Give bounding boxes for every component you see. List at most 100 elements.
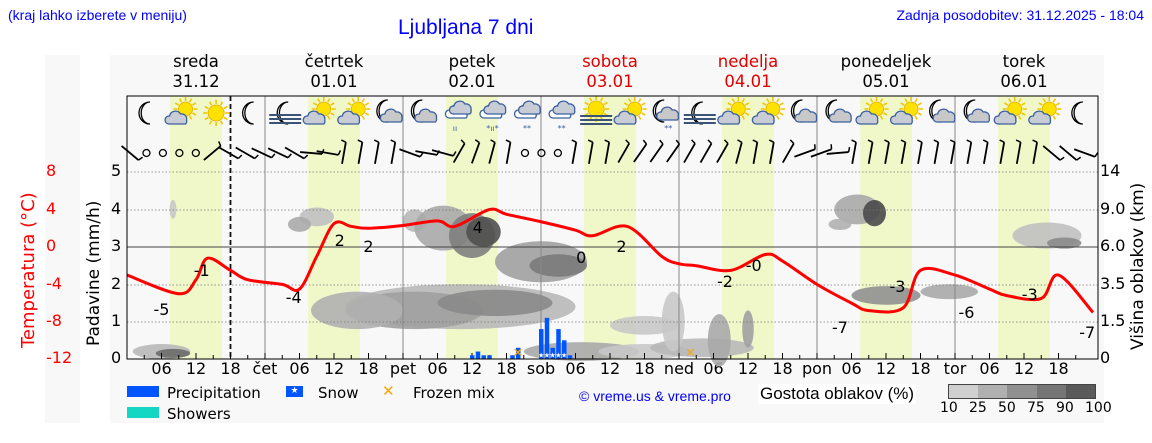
day-name: sreda xyxy=(173,52,219,71)
svg-text:-1: -1 xyxy=(194,261,210,280)
cloud-density-scale xyxy=(948,384,1096,399)
sun-cloud-icon xyxy=(337,97,371,125)
moon-icon xyxy=(138,101,151,125)
precipitation-legend-label: Precipitation xyxy=(167,384,261,402)
x-tick: 06 xyxy=(565,359,586,378)
temperature-tick: -4 xyxy=(46,274,62,293)
x-tick: 12 xyxy=(737,359,759,378)
density-tick: 50 xyxy=(998,400,1016,416)
x-tick: 12 xyxy=(461,359,483,378)
cloud-snow-icon: ** xyxy=(513,100,541,133)
x-tick: 18 xyxy=(220,359,241,378)
day-header: nedelja 04.01 xyxy=(679,52,817,92)
moon-icon xyxy=(242,101,254,125)
grid-lines xyxy=(127,96,1098,359)
sun-cloud-icon xyxy=(751,97,785,125)
moon-cloud-icon xyxy=(376,99,403,123)
svg-text:-2: -2 xyxy=(717,272,733,291)
svg-text:-3: -3 xyxy=(1022,285,1038,304)
frozen-mix-icon: ✕ xyxy=(382,382,395,400)
x-tick: 06 xyxy=(979,359,1000,378)
precipitation-tick: 4 xyxy=(111,199,122,218)
x-tick: čet xyxy=(252,359,278,378)
precipitation-bars: ★ ★ ★ ★ ★✕ ✕ xyxy=(470,317,696,361)
day-header: sreda 31.12 xyxy=(127,52,265,92)
cloud-sleet-icon: *ıı* xyxy=(479,100,507,133)
day-header: torek 06.01 xyxy=(955,52,1093,92)
precipitation-tick: 0 xyxy=(111,348,122,367)
sun-cloud-icon xyxy=(164,97,198,125)
location-hint[interactable]: (kraj lahko izberete v meniju) xyxy=(8,7,187,23)
sun-fog-icon xyxy=(580,96,613,125)
day-name: sobota xyxy=(582,52,638,71)
x-tick: 06 xyxy=(289,359,310,378)
page-title: Ljubljana 7 dni xyxy=(398,16,534,39)
day-date: 05.01 xyxy=(862,72,910,91)
x-tick: 06 xyxy=(841,359,862,378)
cloud-height-tick: 9.0 xyxy=(1100,199,1126,218)
x-tick: 12 xyxy=(599,359,621,378)
x-tick: pon xyxy=(801,359,833,378)
svg-text:★: ★ xyxy=(544,352,550,360)
svg-text:★: ★ xyxy=(555,352,561,360)
moon-cloud-icon xyxy=(929,99,956,123)
svg-text:ıı: ıı xyxy=(453,124,457,133)
cloud-density-label: Gostota oblakov (%) xyxy=(758,384,917,404)
plot-frame xyxy=(126,95,1099,360)
day-date: 01.01 xyxy=(310,72,358,91)
sun-cloud-icon xyxy=(1028,97,1062,125)
temperature-tick: 4 xyxy=(46,199,57,218)
svg-text:-3: -3 xyxy=(890,277,906,296)
x-tick: ned xyxy=(663,359,695,378)
x-tick: 12 xyxy=(185,359,207,378)
cloud-height-tick: 14 xyxy=(1100,161,1121,180)
moon-icon xyxy=(1071,101,1083,125)
precipitation-swatch xyxy=(127,386,159,397)
svg-text:★: ★ xyxy=(550,352,556,360)
temperature-tick: -8 xyxy=(46,311,62,330)
svg-text:★: ★ xyxy=(561,352,567,360)
day-date: 06.01 xyxy=(1000,72,1048,91)
day-name: ponedeljek xyxy=(840,52,932,71)
wind-barbs xyxy=(120,139,1099,164)
day-date: 02.01 xyxy=(448,72,496,91)
temperature-tick: 0 xyxy=(46,236,57,255)
svg-text:**: ** xyxy=(664,124,672,133)
weather-icons: ıı *ıı* ** ** ** xyxy=(138,96,1083,133)
last-updated: Zadnja posodobitev: 31.12.2025 - 18:04 xyxy=(896,7,1144,23)
copyright-link[interactable]: © vreme.us & vreme.pro xyxy=(579,388,731,404)
svg-text:**: ** xyxy=(558,124,566,133)
svg-text:✕: ✕ xyxy=(513,346,524,361)
day-name: četrtek xyxy=(304,52,364,71)
density-tick: 10 xyxy=(940,400,958,416)
temperature-tick: 8 xyxy=(46,161,57,180)
day-name: petek xyxy=(448,52,496,71)
x-tick: 18 xyxy=(358,359,379,378)
sun-cloud-icon xyxy=(855,97,889,125)
moon-fog-icon xyxy=(683,101,716,125)
cloud-rain-icon: ıı xyxy=(444,100,472,133)
day-name: nedelja xyxy=(717,52,779,71)
showers-swatch xyxy=(127,407,159,418)
temperature-axis-panel xyxy=(45,55,80,423)
svg-text:-7: -7 xyxy=(832,318,848,337)
density-tick: 100 xyxy=(1085,400,1112,416)
svg-text:-7: -7 xyxy=(1079,323,1095,342)
cloud-height-tick: 3.5 xyxy=(1100,274,1126,293)
moon-fog-icon xyxy=(269,101,302,125)
svg-text:-6: -6 xyxy=(959,303,975,322)
svg-text:*ıı*: *ıı* xyxy=(486,124,498,133)
day-date: 04.01 xyxy=(724,72,772,91)
svg-text:-5: -5 xyxy=(154,300,170,319)
cloud-height-tick: 1.5 xyxy=(1100,311,1126,330)
precipitation-tick: 3 xyxy=(111,236,122,255)
x-tick: 18 xyxy=(1048,359,1069,378)
density-tick: 25 xyxy=(969,400,987,416)
svg-text:**: ** xyxy=(523,124,531,133)
precipitation-tick: 1 xyxy=(111,311,122,330)
sun-cloud-icon xyxy=(302,97,336,125)
moon-cloud-icon xyxy=(790,99,818,123)
svg-text:✕: ✕ xyxy=(685,346,696,361)
day-header: četrtek 01.01 xyxy=(265,52,403,92)
